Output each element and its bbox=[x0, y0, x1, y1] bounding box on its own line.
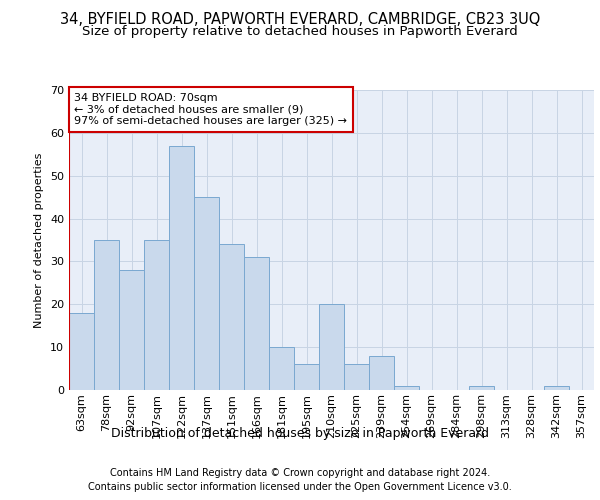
Bar bbox=[544, 386, 569, 390]
Bar bbox=[244, 257, 269, 390]
Text: Distribution of detached houses by size in Papworth Everard: Distribution of detached houses by size … bbox=[111, 428, 489, 440]
Bar bbox=[394, 386, 419, 390]
Text: Size of property relative to detached houses in Papworth Everard: Size of property relative to detached ho… bbox=[82, 25, 518, 38]
Bar bbox=[94, 240, 119, 390]
Y-axis label: Number of detached properties: Number of detached properties bbox=[34, 152, 44, 328]
Bar bbox=[319, 304, 344, 390]
Bar bbox=[194, 197, 219, 390]
Text: Contains public sector information licensed under the Open Government Licence v3: Contains public sector information licen… bbox=[88, 482, 512, 492]
Bar bbox=[294, 364, 319, 390]
Text: 34 BYFIELD ROAD: 70sqm
← 3% of detached houses are smaller (9)
97% of semi-detac: 34 BYFIELD ROAD: 70sqm ← 3% of detached … bbox=[74, 93, 347, 126]
Bar bbox=[169, 146, 194, 390]
Bar bbox=[219, 244, 244, 390]
Text: 34, BYFIELD ROAD, PAPWORTH EVERARD, CAMBRIDGE, CB23 3UQ: 34, BYFIELD ROAD, PAPWORTH EVERARD, CAMB… bbox=[60, 12, 540, 28]
Bar bbox=[144, 240, 169, 390]
Text: Contains HM Land Registry data © Crown copyright and database right 2024.: Contains HM Land Registry data © Crown c… bbox=[110, 468, 490, 477]
Bar bbox=[119, 270, 144, 390]
Bar bbox=[344, 364, 369, 390]
Bar bbox=[269, 347, 294, 390]
Bar bbox=[69, 313, 94, 390]
Bar bbox=[369, 356, 394, 390]
Bar bbox=[469, 386, 494, 390]
